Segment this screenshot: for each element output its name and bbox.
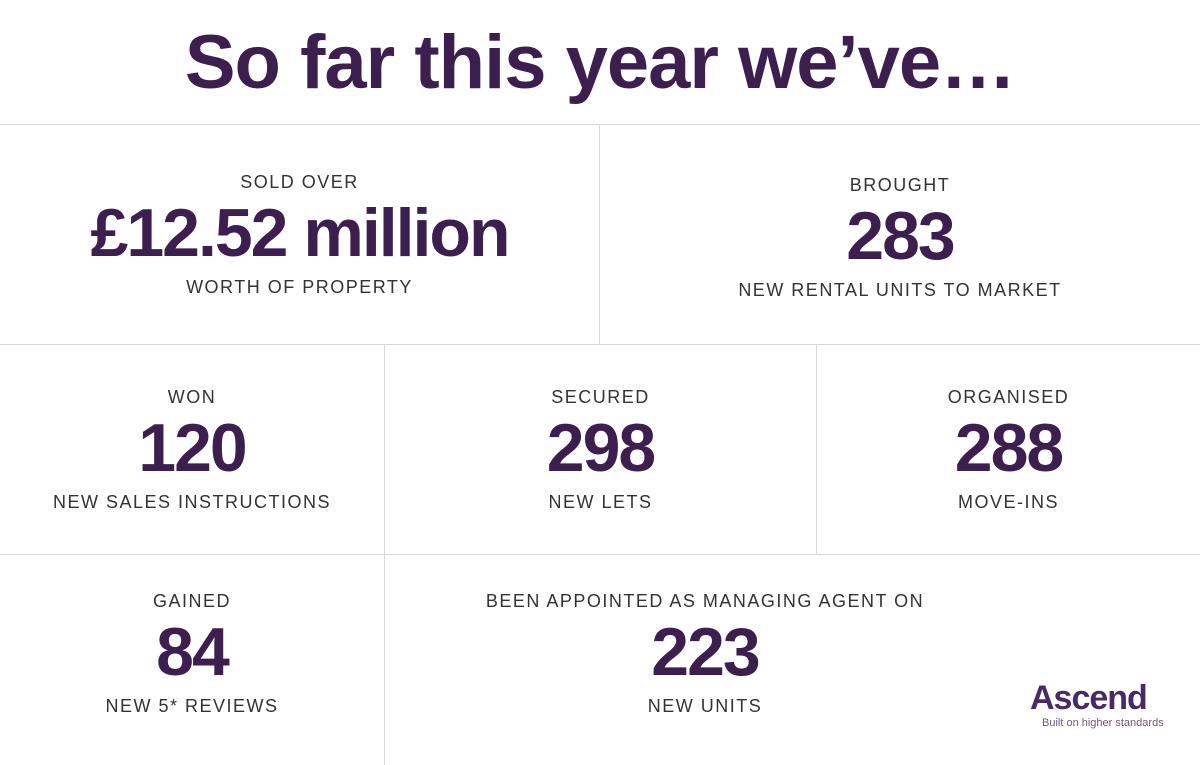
stat-sold-value: £12.52 million: [90, 194, 511, 271]
stat-brought-pre: BROUGHT: [849, 174, 951, 195]
stat-sold-post: WORTH OF PROPERTY: [186, 276, 413, 297]
divider-col-row2b: [816, 344, 817, 554]
stat-gained-post: NEW 5* REVIEWS: [105, 696, 279, 716]
stat-organised-value: 288: [954, 409, 1064, 486]
stat-brought: BROUGHT 283 NEW RENTAL UNITS TO MARKET: [600, 125, 1200, 344]
stat-gained-pre: GAINED: [152, 591, 231, 611]
stat-secured-value: 298: [546, 409, 656, 486]
stat-sold: SOLD OVER £12.52 million WORTH OF PROPER…: [0, 125, 599, 344]
divider-top: [0, 124, 1200, 125]
divider-col-row3: [384, 554, 385, 765]
divider-row2: [0, 554, 1200, 555]
divider-row1: [0, 344, 1200, 345]
stat-appointed-value: 223: [651, 614, 760, 690]
divider-col-row2a: [384, 344, 385, 554]
stat-appointed: BEEN APPOINTED AS MANAGING AGENT ON 223 …: [385, 555, 1025, 765]
stat-gained: GAINED 84 NEW 5* REVIEWS: [0, 555, 384, 765]
stat-won-value: 120: [138, 409, 247, 486]
divider-col-row1: [599, 124, 600, 344]
stat-organised: ORGANISED 288 MOVE-INS: [817, 345, 1200, 554]
page-title: So far this year we’ve…: [184, 19, 1016, 105]
stat-secured: SECURED 298 NEW LETS: [385, 345, 816, 554]
stat-organised-pre: ORGANISED: [947, 386, 1070, 407]
stat-won-pre: WON: [167, 386, 217, 407]
stat-secured-post: NEW LETS: [548, 491, 653, 512]
stat-secured-pre: SECURED: [551, 386, 650, 407]
logo-tagline: Built on higher standards: [1042, 717, 1164, 729]
stat-appointed-pre: BEEN APPOINTED AS MANAGING AGENT ON: [485, 591, 925, 611]
stat-brought-post: NEW RENTAL UNITS TO MARKET: [738, 279, 1062, 300]
stat-sold-pre: SOLD OVER: [240, 171, 359, 192]
stat-brought-value: 283: [846, 197, 955, 274]
stat-won: WON 120 NEW SALES INSTRUCTIONS: [0, 345, 384, 554]
stat-won-post: NEW SALES INSTRUCTIONS: [52, 491, 332, 512]
stat-organised-post: MOVE-INS: [957, 491, 1059, 512]
stat-appointed-post: NEW UNITS: [647, 696, 763, 716]
stat-gained-value: 84: [156, 614, 230, 690]
logo-wordmark: Ascend: [1030, 679, 1148, 717]
ascend-logo: Ascend Built on higher standards: [1030, 680, 1170, 736]
